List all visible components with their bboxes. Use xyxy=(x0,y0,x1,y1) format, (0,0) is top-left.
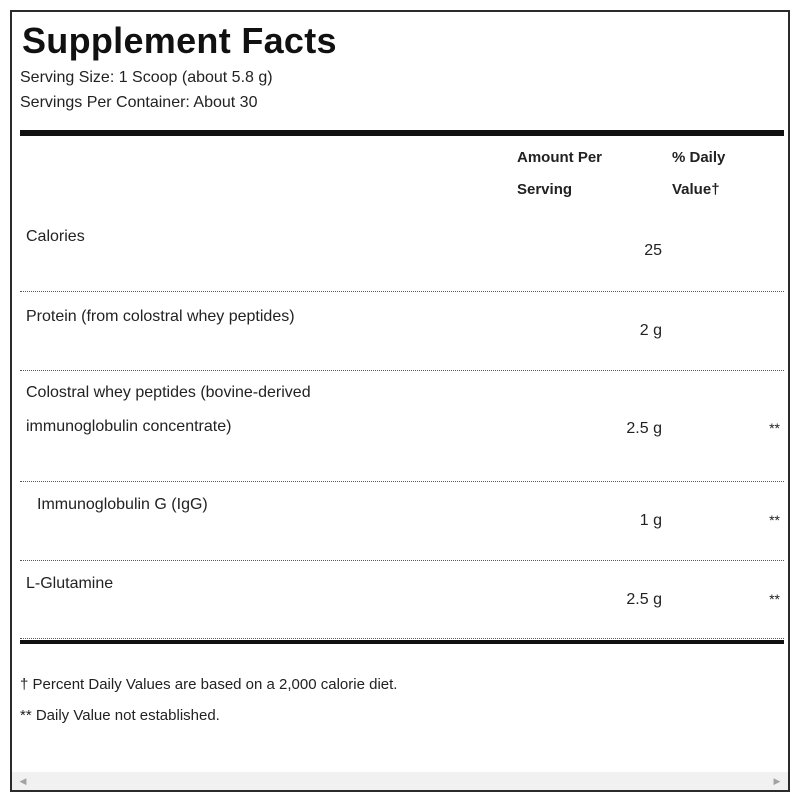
nutrient-amount: 25 xyxy=(644,242,662,259)
row-divider xyxy=(20,638,784,639)
nutrient-amount: 2 g xyxy=(639,322,662,339)
scroll-left-icon[interactable]: ◀ xyxy=(19,776,27,786)
amount-per-serving-header: Amount Per Serving xyxy=(517,149,603,198)
servings-per-container: Servings Per Container: About 30 xyxy=(20,94,258,111)
nutrient-name: L-Glutamine xyxy=(26,575,114,592)
scroll-right-icon[interactable]: ▶ xyxy=(773,776,781,786)
supplement-facts-panel: Supplement Facts Serving Size: 1 Scoop (… xyxy=(10,10,790,792)
thick-divider xyxy=(20,130,784,136)
row-divider xyxy=(20,560,784,561)
row-divider xyxy=(20,481,784,482)
row-divider xyxy=(20,370,784,371)
footnote-double-star: ** Daily Value not established. xyxy=(20,707,220,724)
daily-value: ** xyxy=(769,591,780,607)
nutrient-name-line1: Colostral whey peptides (bovine-derived xyxy=(26,384,311,401)
nutrient-amount: 2.5 g xyxy=(626,420,662,437)
nutrient-name: Immunoglobulin G (IgG) xyxy=(37,496,208,513)
serving-size: Serving Size: 1 Scoop (about 5.8 g) xyxy=(20,69,273,86)
nutrient-name: Calories xyxy=(26,228,85,245)
page-title: Supplement Facts xyxy=(22,20,337,61)
thick-divider-bottom xyxy=(20,640,784,644)
footnote-dagger: † Percent Daily Values are based on a 2,… xyxy=(20,676,398,693)
nutrient-name: Protein (from colostral whey peptides) xyxy=(26,308,295,325)
daily-value: ** xyxy=(769,512,780,528)
nutrient-name-line2: immunoglobulin concentrate) xyxy=(26,418,232,435)
daily-value-header: % Daily Value† xyxy=(672,149,726,198)
nutrient-amount: 1 g xyxy=(639,512,662,529)
row-divider xyxy=(20,291,784,292)
nutrient-amount: 2.5 g xyxy=(626,591,662,608)
daily-value: ** xyxy=(769,420,780,436)
horizontal-scrollbar[interactable]: ◀ ▶ xyxy=(12,772,788,790)
